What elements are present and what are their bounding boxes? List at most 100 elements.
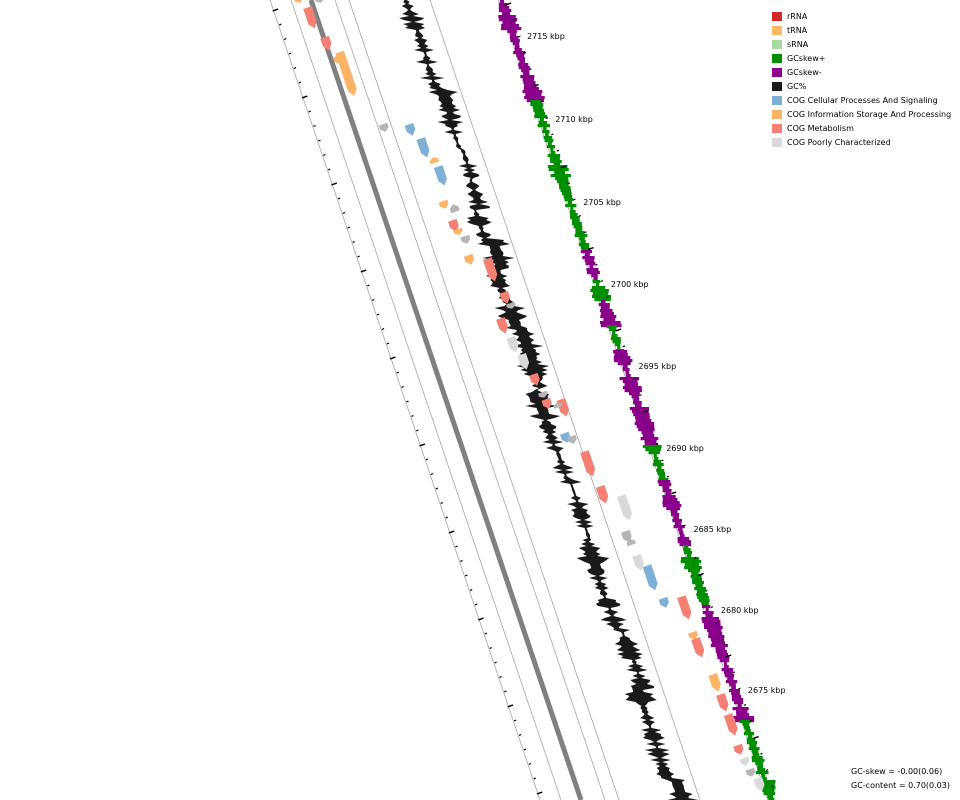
minor-tick <box>765 769 769 772</box>
gc-skew-bar <box>542 130 550 134</box>
gc-skew-bar <box>591 286 606 290</box>
minor-tick <box>416 429 419 432</box>
gc-skew-bar <box>751 750 759 754</box>
track-guide-line <box>334 0 606 800</box>
minor-tick <box>661 459 664 462</box>
gc-skew-bar <box>584 259 595 263</box>
gc-skew-bar <box>705 614 713 618</box>
gc-skew-bar <box>644 443 659 447</box>
gc-skew-bar <box>683 545 689 549</box>
gc-skew-bar <box>653 460 661 464</box>
minor-tick <box>749 720 752 723</box>
gc-skew-bar <box>679 534 685 538</box>
gc-skew-bar <box>534 115 548 119</box>
gc-skew-bar <box>662 501 680 505</box>
gc-skew-bar <box>641 431 654 435</box>
gc-skew-bar <box>550 148 554 152</box>
gc-skew-bar <box>572 222 582 226</box>
minor-tick <box>445 516 448 519</box>
major-tick <box>448 530 455 534</box>
gc-skew-bar <box>725 680 738 684</box>
legend-label: COG Poorly Characterized <box>787 137 891 147</box>
major-tick <box>360 269 367 273</box>
minor-tick <box>484 632 488 635</box>
gc-skew-bar <box>717 656 730 660</box>
minor-tick <box>716 622 719 625</box>
gc-skew-bar <box>557 180 569 184</box>
minor-tick <box>298 81 302 84</box>
gc-skew-bar <box>673 516 679 520</box>
gc-skew-bar <box>671 513 680 517</box>
legend-swatch <box>772 11 782 21</box>
gc-skew-bar <box>509 36 519 40</box>
gc-skew-bar <box>733 716 755 720</box>
gc-skew-bar <box>625 371 629 375</box>
gc-skew-bar <box>589 265 594 269</box>
gc-skew-bar <box>524 96 545 100</box>
gc-skew-bar <box>692 581 704 585</box>
gc-skew-bar <box>731 695 742 699</box>
gc-skew-bar <box>625 374 631 378</box>
gc-skew-bar <box>498 9 512 13</box>
gc-skew-bar <box>724 665 729 669</box>
minor-tick <box>425 458 429 461</box>
gc-skew-bar <box>606 325 617 329</box>
gc-skew-bar <box>761 774 766 778</box>
major-tick <box>272 8 279 12</box>
gc-skew-bar <box>570 213 578 217</box>
minor-tick <box>518 734 522 736</box>
gc-skew-bar <box>592 292 609 296</box>
gc-skew-bar <box>705 608 709 612</box>
gc-skew-bar <box>757 768 766 772</box>
genome-backbone <box>308 0 584 800</box>
minor-tick <box>313 125 316 127</box>
gc-skew-bar <box>768 798 775 800</box>
major-tick <box>389 356 396 360</box>
minor-tick <box>533 777 537 780</box>
minor-tick <box>771 785 774 788</box>
gc-skew-bar <box>635 404 642 408</box>
gc-skew-bar <box>642 434 655 438</box>
gc-skew-bar <box>715 647 726 651</box>
legend-item: COG Information Storage And Processing <box>772 107 951 121</box>
minor-tick <box>386 342 390 345</box>
cds-feature-arrow <box>688 630 698 640</box>
gc-skew-bar <box>624 389 642 393</box>
gc-skew-bar <box>673 525 685 529</box>
gc-skew-bar <box>679 543 692 547</box>
gc-skew-bar <box>751 759 765 763</box>
cds-feature-arrow <box>716 693 729 712</box>
cds-feature-arrow <box>463 253 475 265</box>
gc-skew-bar <box>600 306 610 310</box>
gc-skew-bar <box>696 593 708 597</box>
gc-skew-bar <box>547 154 561 158</box>
major-tick <box>331 182 338 186</box>
minor-tick <box>504 690 507 693</box>
major-tick <box>642 409 649 414</box>
gc-skew-bar <box>628 392 640 396</box>
cds-feature-arrow <box>499 290 510 304</box>
gc-skew-bar <box>513 42 520 46</box>
gc-skew-bar <box>752 753 760 757</box>
gc-skew-bar <box>587 271 600 275</box>
track-guide-line <box>290 0 562 800</box>
cds-feature-arrow <box>708 673 721 692</box>
gc-skew-bar <box>662 489 672 493</box>
gc-content-profile <box>399 0 699 800</box>
cds-feature-arrow <box>733 743 744 755</box>
gc-skew-bar <box>622 386 642 390</box>
minor-tick <box>288 52 292 55</box>
minor-tick <box>622 345 626 348</box>
scale-label: 2680 kbp <box>721 606 759 615</box>
gc-skew-bar <box>635 416 650 420</box>
legend-swatch <box>772 109 782 119</box>
gc-skew-bar <box>710 638 724 642</box>
gc-skew-bar <box>767 795 774 799</box>
legend-item: COG Cellular Processes And Signaling <box>772 93 951 107</box>
gc-skew-bar <box>657 466 662 470</box>
legend-label: GCskew- <box>787 67 822 77</box>
gc-skew-bar <box>533 109 545 113</box>
minor-tick <box>518 35 521 38</box>
cds-feature-arrow <box>529 372 540 386</box>
gc-skew-bar <box>633 413 650 417</box>
